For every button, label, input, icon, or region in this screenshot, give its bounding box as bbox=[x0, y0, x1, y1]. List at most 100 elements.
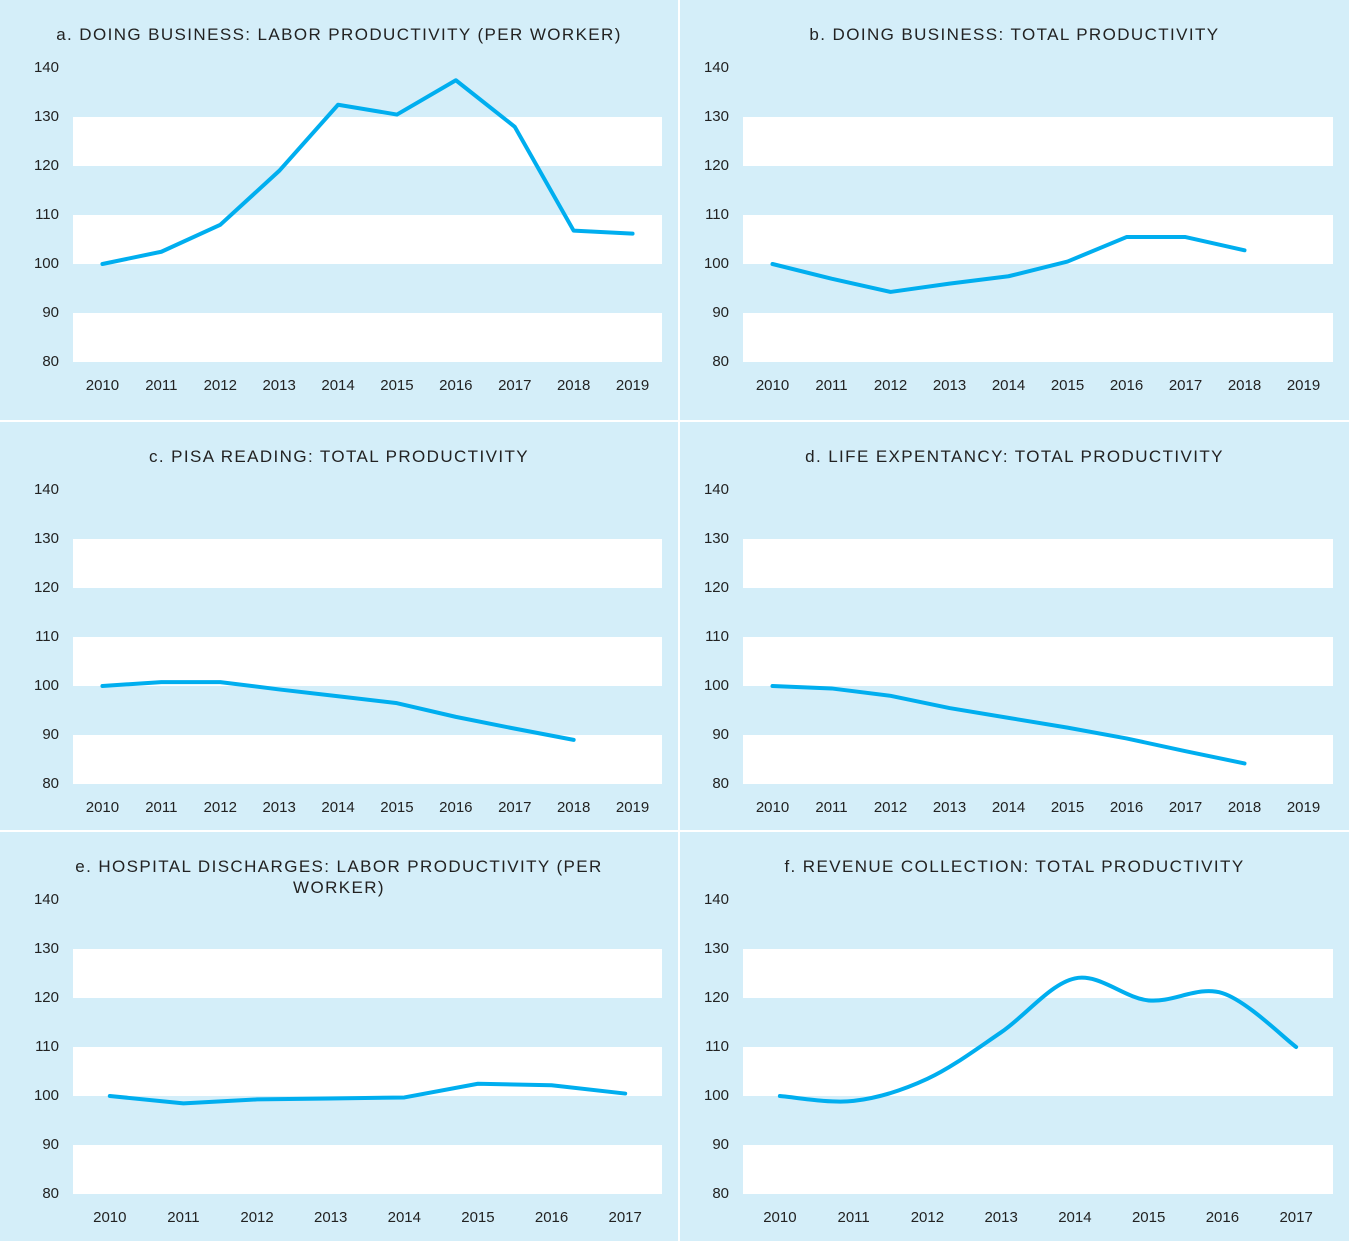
chart-panel: b. DOING BUSINESS: TOTAL PRODUCTIVITY 80 9… bbox=[680, 0, 1349, 420]
y-tick-label: 90 bbox=[42, 726, 59, 743]
y-tick-label: 100 bbox=[704, 1087, 729, 1104]
x-tick-label: 2014 bbox=[992, 799, 1025, 816]
x-tick-label: 2010 bbox=[756, 377, 789, 394]
x-tick-label: 2018 bbox=[557, 799, 590, 816]
chart: 80 90 100 110 120 130 140 2010 2011 2012 2013 2014 2… bbox=[704, 891, 1333, 1226]
y-tick-label: 100 bbox=[34, 1087, 59, 1104]
y-tick-label: 140 bbox=[34, 481, 59, 498]
x-tick-label: 2015 bbox=[1051, 377, 1084, 394]
x-tick-label: 2012 bbox=[240, 1209, 273, 1226]
x-tick-label: 2015 bbox=[461, 1209, 494, 1226]
y-tick-label: 80 bbox=[712, 353, 729, 370]
chart: 80 90 100 110 120 130 140 2010 2011 2012 2013 2014 2… bbox=[704, 59, 1333, 394]
chart: 80 90 100 110 120 130 140 2010 2011 2012 2013 2014 2… bbox=[34, 59, 662, 394]
grid-band bbox=[743, 949, 1333, 998]
grid-band bbox=[73, 1145, 662, 1194]
y-tick-label: 120 bbox=[704, 157, 729, 174]
x-tick-label: 2019 bbox=[1287, 377, 1320, 394]
x-tick-label: 2015 bbox=[1132, 1209, 1165, 1226]
grid-band bbox=[743, 313, 1333, 362]
y-tick-label: 120 bbox=[34, 989, 59, 1006]
y-tick-label: 80 bbox=[42, 775, 59, 792]
chart-panel: a. DOING BUSINESS: LABOR PRODUCTIVITY (P… bbox=[0, 0, 678, 420]
x-tick-label: 2016 bbox=[535, 1209, 568, 1226]
data-line bbox=[107, 1081, 628, 1106]
x-tick-label: 2019 bbox=[1287, 799, 1320, 816]
data-line bbox=[100, 78, 635, 266]
y-tick-label: 90 bbox=[712, 726, 729, 743]
x-tick-label: 2013 bbox=[984, 1209, 1017, 1226]
x-tick-label: 2012 bbox=[874, 377, 907, 394]
chart-panel: f. REVENUE COLLECTION: TOTAL PRODUCTIVIT… bbox=[680, 832, 1349, 1241]
y-tick-label: 110 bbox=[35, 1038, 59, 1055]
y-tick-label: 80 bbox=[712, 775, 729, 792]
x-tick-label: 2019 bbox=[616, 799, 649, 816]
y-tick-label: 90 bbox=[42, 304, 59, 321]
chart-title: f. REVENUE COLLECTION: TOTAL PRODUCTIVIT… bbox=[784, 857, 1245, 876]
x-tick-label: 2013 bbox=[262, 377, 295, 394]
x-tick-label: 2014 bbox=[1058, 1209, 1091, 1226]
x-tick-label: 2016 bbox=[439, 377, 472, 394]
x-tick-label: 2014 bbox=[388, 1209, 421, 1226]
x-tick-label: 2010 bbox=[86, 377, 119, 394]
x-tick-label: 2013 bbox=[314, 1209, 347, 1226]
x-tick-label: 2011 bbox=[837, 1209, 869, 1226]
y-tick-label: 80 bbox=[42, 1185, 59, 1202]
x-tick-label: 2017 bbox=[1169, 377, 1202, 394]
chart: 80 90 100 110 120 130 140 2010 2011 2012 2013 2014 2… bbox=[704, 481, 1333, 816]
x-tick-label: 2014 bbox=[321, 799, 354, 816]
chart-title: d. LIFE EXPENTANCY: TOTAL PRODUCTIVITY bbox=[805, 447, 1224, 466]
y-tick-label: 110 bbox=[705, 1038, 729, 1055]
y-tick-label: 130 bbox=[704, 108, 729, 125]
y-tick-label: 110 bbox=[35, 206, 59, 223]
x-tick-label: 2018 bbox=[1228, 377, 1261, 394]
grid-band bbox=[743, 539, 1333, 588]
grid-band bbox=[743, 1145, 1333, 1194]
data-line bbox=[770, 684, 1247, 766]
x-tick-label: 2010 bbox=[763, 1209, 796, 1226]
chart-title: a. DOING BUSINESS: LABOR PRODUCTIVITY (P… bbox=[56, 25, 622, 44]
x-tick-label: 2010 bbox=[756, 799, 789, 816]
x-tick-label: 2010 bbox=[93, 1209, 126, 1226]
grid-band bbox=[73, 117, 662, 166]
y-tick-label: 130 bbox=[34, 940, 59, 957]
x-tick-label: 2013 bbox=[933, 377, 966, 394]
x-tick-label: 2010 bbox=[86, 799, 119, 816]
x-tick-label: 2012 bbox=[874, 799, 907, 816]
x-tick-label: 2014 bbox=[321, 377, 354, 394]
y-tick-label: 80 bbox=[42, 353, 59, 370]
x-tick-label: 2011 bbox=[145, 377, 177, 394]
x-tick-label: 2012 bbox=[204, 799, 237, 816]
grid-band bbox=[743, 735, 1333, 784]
y-tick-label: 90 bbox=[42, 1136, 59, 1153]
x-tick-label: 2015 bbox=[380, 377, 413, 394]
grid-band bbox=[73, 539, 662, 588]
x-tick-label: 2017 bbox=[498, 377, 531, 394]
y-tick-label: 130 bbox=[34, 108, 59, 125]
chart-title: e. HOSPITAL DISCHARGES: LABOR PRODUCTIVI… bbox=[75, 857, 603, 897]
x-tick-label: 2013 bbox=[933, 799, 966, 816]
y-tick-label: 130 bbox=[704, 530, 729, 547]
y-tick-label: 130 bbox=[704, 940, 729, 957]
x-tick-label: 2017 bbox=[1169, 799, 1202, 816]
data-line bbox=[100, 680, 576, 742]
y-tick-label: 100 bbox=[704, 677, 729, 694]
data-line bbox=[770, 235, 1247, 294]
y-tick-label: 120 bbox=[704, 579, 729, 596]
x-tick-label: 2011 bbox=[815, 799, 847, 816]
y-tick-label: 90 bbox=[712, 304, 729, 321]
grid-band bbox=[73, 313, 662, 362]
grid-band bbox=[743, 1047, 1333, 1096]
grid-band bbox=[743, 637, 1333, 686]
chart-panel: e. HOSPITAL DISCHARGES: LABOR PRODUCTIVI… bbox=[0, 832, 678, 1241]
y-tick-label: 110 bbox=[705, 206, 729, 223]
grid-band bbox=[73, 949, 662, 998]
y-tick-label: 140 bbox=[34, 59, 59, 76]
y-tick-label: 140 bbox=[704, 891, 729, 908]
grid-band bbox=[73, 637, 662, 686]
y-tick-label: 130 bbox=[34, 530, 59, 547]
x-tick-label: 2018 bbox=[557, 377, 590, 394]
x-tick-label: 2016 bbox=[439, 799, 472, 816]
x-tick-label: 2014 bbox=[992, 377, 1025, 394]
grid-band bbox=[743, 117, 1333, 166]
